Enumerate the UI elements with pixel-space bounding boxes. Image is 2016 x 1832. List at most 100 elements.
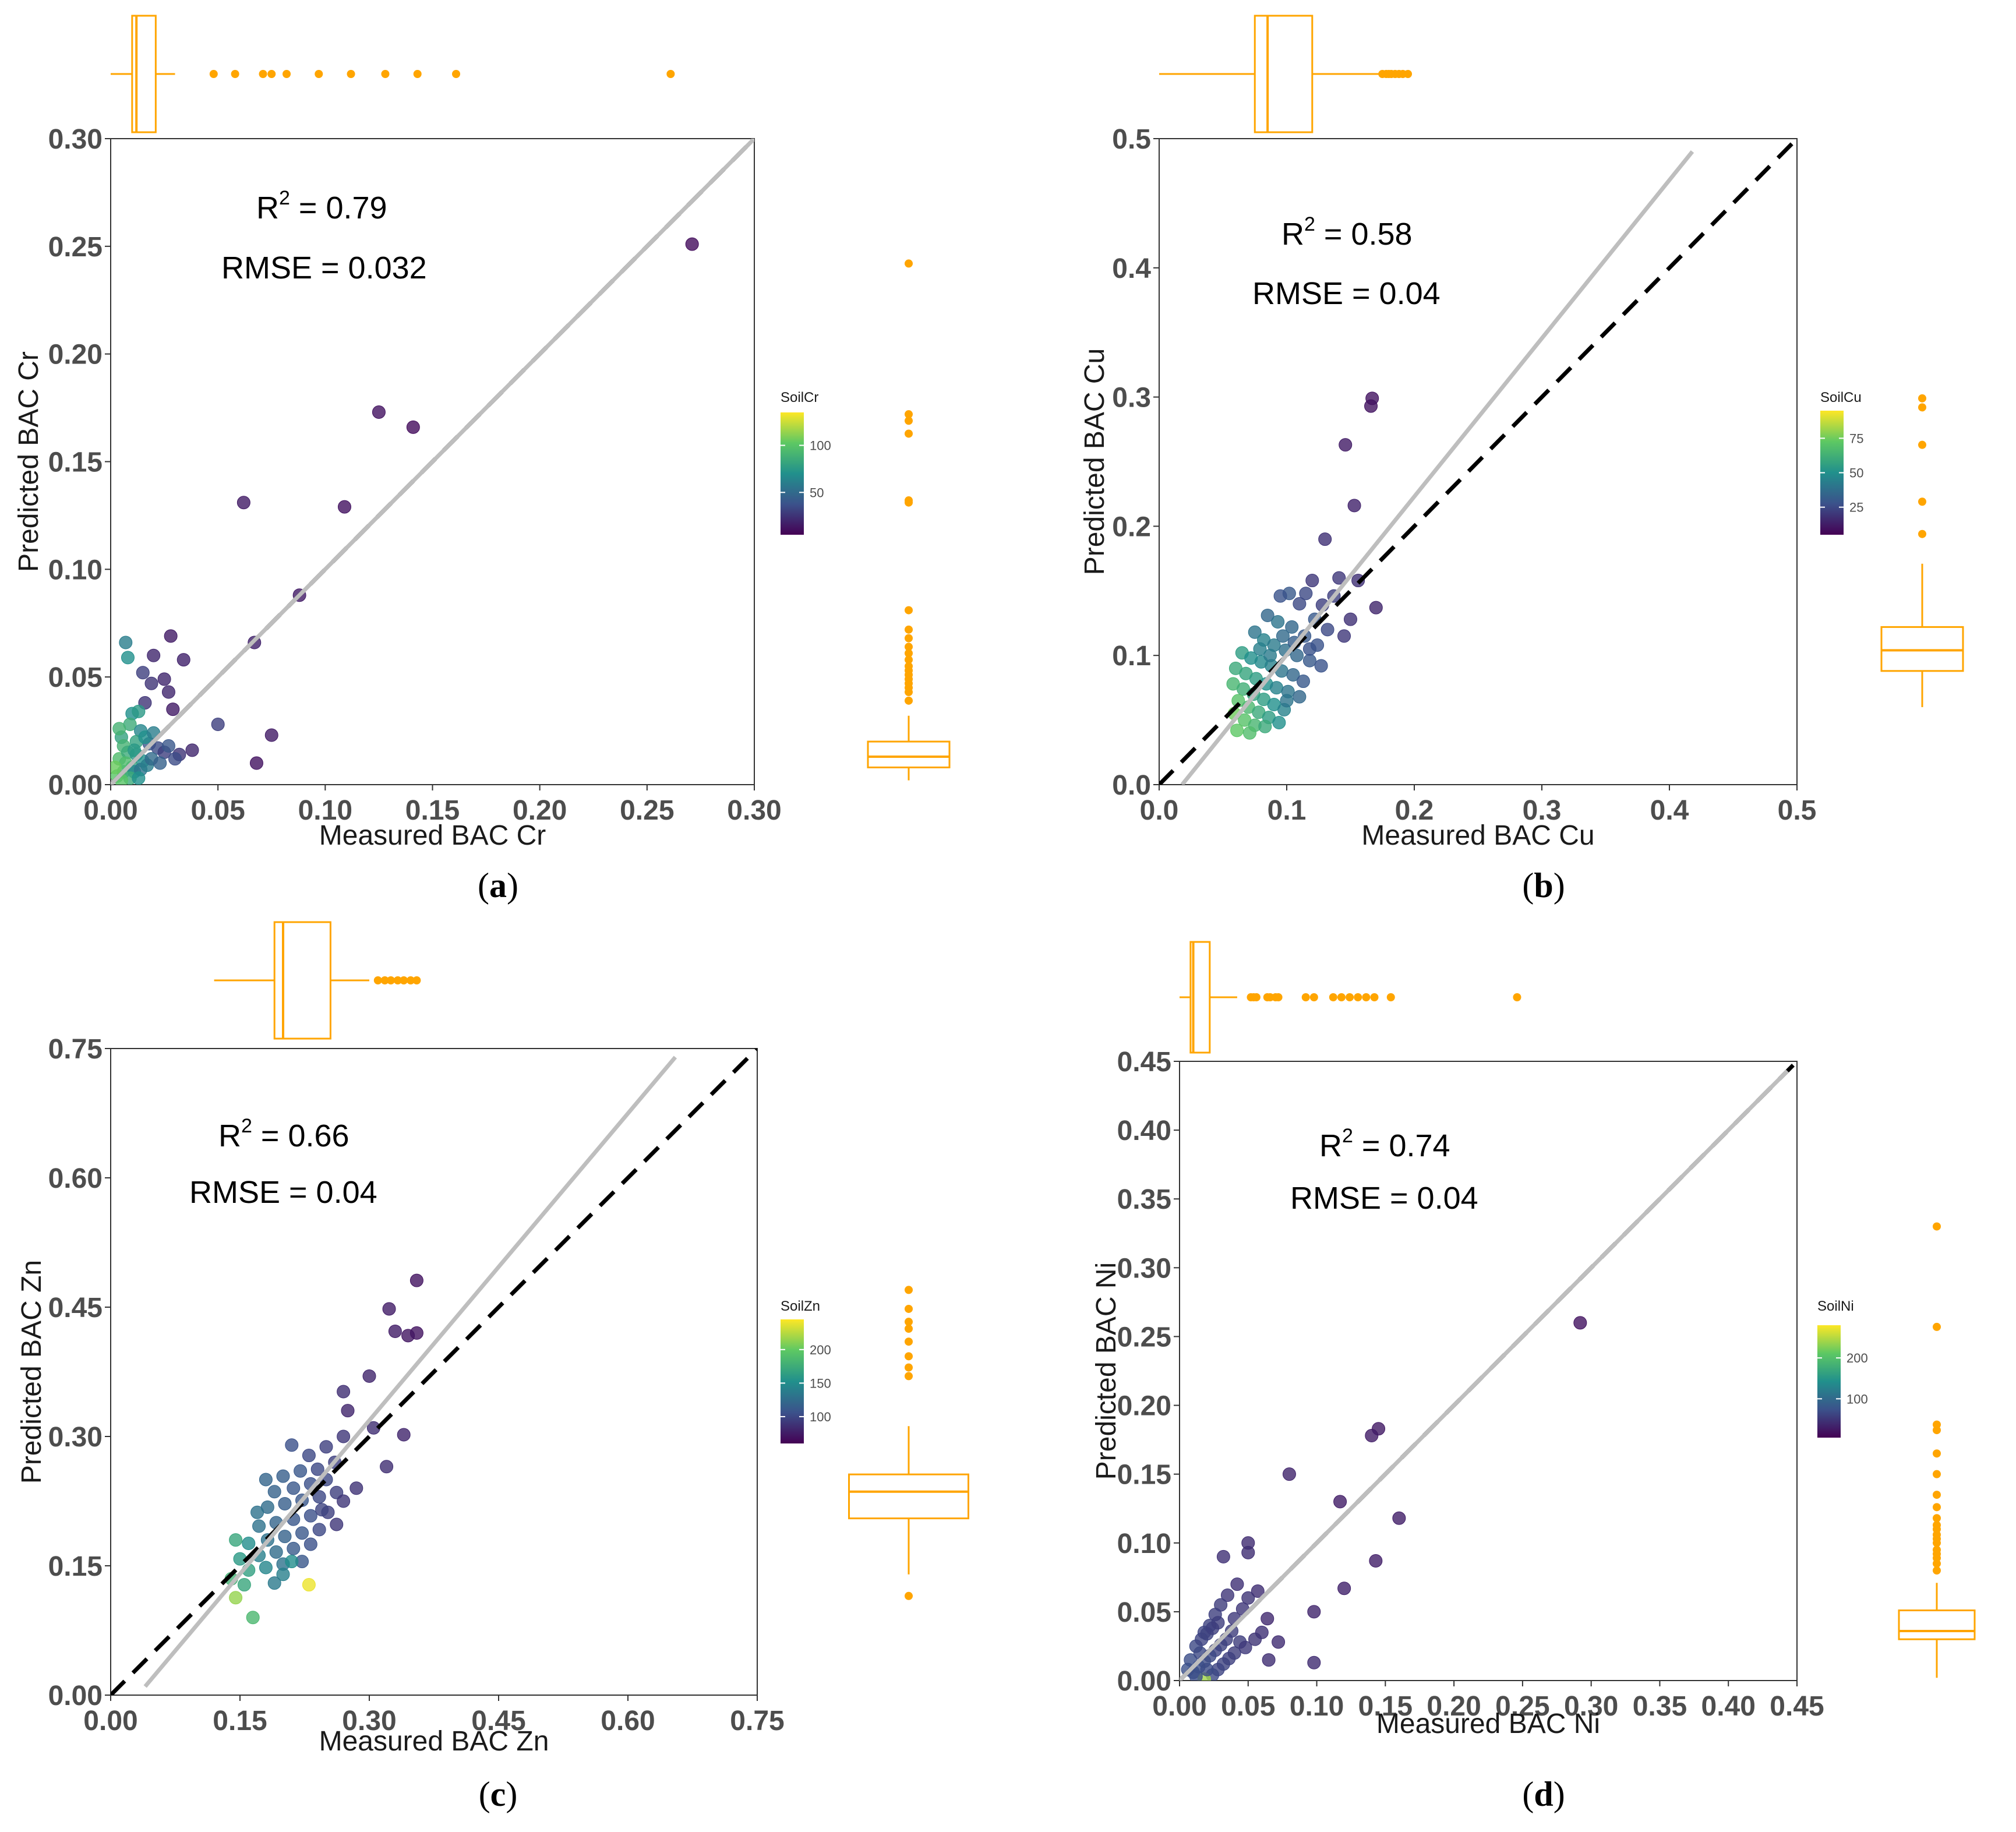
data-point <box>119 636 133 650</box>
data-point <box>337 500 351 514</box>
x-tick-label: 0.3 <box>1523 795 1562 826</box>
lines <box>111 139 754 785</box>
outlier <box>1252 993 1261 1001</box>
data-point <box>1337 1582 1351 1596</box>
data-point <box>302 1449 316 1463</box>
data-point <box>1200 1662 1214 1676</box>
data-point <box>1280 694 1294 708</box>
lines <box>1180 1061 1797 1681</box>
data-point <box>144 676 158 690</box>
scatter-points <box>111 237 699 785</box>
box <box>867 740 951 768</box>
top-boxplot <box>1180 941 1521 1054</box>
data-point <box>337 1385 351 1399</box>
y-tick-label: 0.30 <box>48 124 103 155</box>
x-tick-label: 0.10 <box>298 795 352 826</box>
data-point <box>278 1496 292 1510</box>
x-tick-label: 0.30 <box>1564 1691 1618 1722</box>
data-point <box>211 717 225 731</box>
data-point <box>1344 612 1357 626</box>
data-point <box>1211 1616 1225 1630</box>
colorbar-label: 100 <box>810 439 831 453</box>
data-point <box>1392 1511 1406 1525</box>
outlier <box>1933 1491 1941 1499</box>
data-point <box>1272 1635 1286 1649</box>
outlier <box>905 655 913 664</box>
data-point <box>1282 1467 1296 1481</box>
outlier <box>1918 497 1926 506</box>
data-point <box>319 1440 333 1454</box>
outlier <box>380 976 389 984</box>
data-point <box>249 756 263 770</box>
outlier <box>267 70 276 78</box>
outlier <box>905 429 913 438</box>
colorbar-label: 50 <box>810 485 824 500</box>
x-tick-label: 0.45 <box>1770 1691 1824 1722</box>
data-point <box>121 651 135 665</box>
box <box>1880 626 1964 672</box>
outlier <box>905 1318 913 1326</box>
panel-c: 0.00 0.15 0.30 0.45 0.60 0.75 0.00 0.15 0.30 0.45… <box>16 921 969 1813</box>
y-axis-title: Predicted BAC Ni <box>1091 1262 1122 1480</box>
y-tick-label: 0.0 <box>1112 770 1151 801</box>
outlier <box>1337 993 1346 1001</box>
x-tick-label: 0.00 <box>1152 1691 1206 1722</box>
top-boxplot <box>111 15 675 133</box>
outlier <box>1933 1503 1941 1512</box>
data-point <box>237 1578 251 1592</box>
y-tick-label: 0.4 <box>1112 253 1151 284</box>
outlier <box>347 70 355 78</box>
scatter-points <box>224 1273 423 1625</box>
x-tick-label: 0.30 <box>342 1706 396 1736</box>
reference-line <box>111 1049 757 1695</box>
outlier <box>905 1352 913 1361</box>
box <box>848 1473 969 1520</box>
data-point <box>1262 1653 1276 1667</box>
data-point <box>1365 1429 1379 1443</box>
x-tick-label: 0.00 <box>83 795 137 826</box>
data-point <box>276 1469 290 1483</box>
y-tick-label: 0.75 <box>48 1034 103 1065</box>
outlier <box>1933 1545 1941 1554</box>
data-point <box>303 1509 317 1523</box>
data-point <box>1241 1591 1255 1605</box>
data-point <box>1261 1612 1274 1626</box>
colorbar <box>781 412 804 535</box>
data-point <box>1238 1640 1252 1654</box>
y-tick-label: 0.10 <box>1117 1529 1171 1559</box>
plot-border <box>110 1048 758 1696</box>
outlier <box>315 70 323 78</box>
outlier <box>905 416 913 425</box>
box <box>1898 1609 1976 1640</box>
x-tick-label: 0.25 <box>620 795 674 826</box>
data-point <box>112 722 126 736</box>
x-tick-label: 0.30 <box>727 795 781 826</box>
panel-label: (d) <box>1522 1775 1565 1813</box>
data-point <box>1230 723 1244 737</box>
colorbar <box>1817 1325 1841 1438</box>
outlier <box>905 410 913 419</box>
data-point <box>278 1530 292 1544</box>
data-point <box>685 237 699 251</box>
data-point <box>380 1460 394 1474</box>
rmse-annotation: RMSE = 0.04 <box>189 1175 377 1210</box>
outlier <box>905 1591 913 1600</box>
data-point <box>315 1503 329 1517</box>
x-tick-label: 0.15 <box>1358 1691 1413 1722</box>
data-point <box>1286 668 1300 682</box>
data-point <box>1271 615 1285 629</box>
outlier <box>1933 1521 1941 1530</box>
outlier <box>393 976 402 984</box>
y-tick-label: 0.25 <box>48 232 103 263</box>
outlier <box>1404 70 1413 78</box>
x-tick-label: 0.35 <box>1633 1691 1687 1722</box>
colorbar-label: 200 <box>810 1343 831 1357</box>
data-point <box>1241 1545 1255 1559</box>
box <box>131 15 157 133</box>
data-point <box>1248 1632 1262 1646</box>
x-tick-label: 0.0 <box>1140 795 1179 826</box>
data-point <box>1296 675 1310 689</box>
data-point <box>168 752 182 766</box>
y-tick-label: 0.15 <box>48 447 103 478</box>
